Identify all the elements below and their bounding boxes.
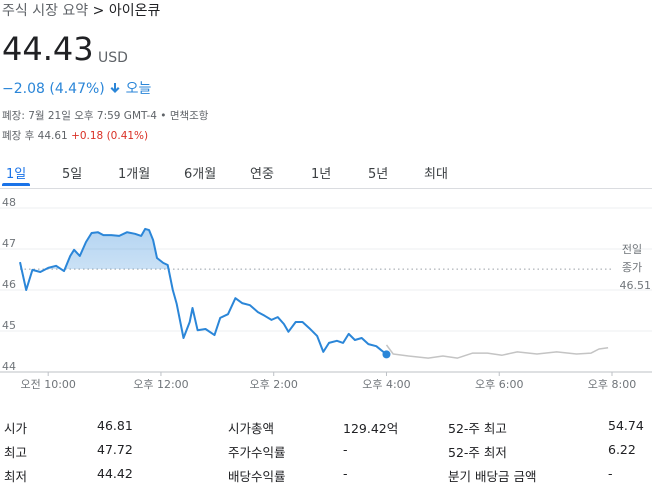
- stat-value: 44.42: [97, 466, 133, 481]
- stat-label: 배당수익률: [228, 469, 286, 484]
- last-point: [382, 350, 391, 359]
- area: [20, 228, 387, 270]
- range-tab[interactable]: 1일: [6, 167, 27, 182]
- stat-value: 54.74: [608, 418, 644, 433]
- y-tick-label: 48: [2, 196, 16, 209]
- prev-close-value: 46.51: [620, 279, 652, 292]
- stat-label: 최저: [4, 469, 28, 484]
- x-tick-label: 오후 6:00: [475, 378, 523, 391]
- range-tab[interactable]: 연중: [250, 167, 274, 182]
- y-tick-label: 44: [2, 360, 16, 373]
- stat-value: -: [343, 442, 348, 457]
- x-tick-label: 오전 10:00: [20, 378, 75, 391]
- range-tabs: 1일 5일 1개월 6개월 연중 1년 5년 최대: [0, 160, 652, 189]
- stat-label: 52-주 최고: [448, 421, 507, 436]
- bullet: •: [160, 110, 167, 122]
- stat-value: -: [608, 466, 613, 481]
- y-tick-label: 47: [2, 237, 16, 250]
- stat-label: 52-주 최저: [448, 445, 507, 460]
- after-hours: 폐장 후 44.61 +0.18 (0.41%): [2, 128, 148, 143]
- stat-label: 시가총액: [228, 421, 275, 436]
- down-arrow: [110, 83, 120, 93]
- range-tab[interactable]: 1년: [311, 167, 332, 182]
- range-tab[interactable]: 5일: [62, 167, 83, 182]
- after-hours-change: +0.18 (0.41%): [71, 130, 149, 142]
- stat-label: 주가수익률: [228, 445, 286, 460]
- close-time: 폐장: 7월 21일 오후 7:59 GMT-4: [2, 110, 157, 122]
- range-tab[interactable]: 최대: [424, 167, 448, 182]
- close-note: 폐장: 7월 21일 오후 7:59 GMT-4 • 면책조항: [2, 108, 208, 123]
- disclaimer-link[interactable]: 면책조항: [169, 110, 209, 122]
- stat-value: -: [343, 466, 348, 481]
- stats-table: 시가 46.81 시가총액 129.42억 52-주 최고 54.74 최고 47.72 주가수…: [0, 414, 652, 486]
- prev-close-label: 종가: [622, 261, 642, 274]
- stats-row: 최저 44.42 배당수익률 - 분기 배당금 금액 -: [0, 462, 652, 486]
- tab-underline: [2, 183, 30, 186]
- x-tick-label: 오후 12:00: [133, 378, 188, 391]
- y-tick-label: 45: [2, 319, 16, 332]
- breadcrumb-link[interactable]: 주식 시장 요약: [2, 3, 89, 19]
- range-tab[interactable]: 1개월: [118, 167, 151, 182]
- breadcrumb-current: 아이온큐: [108, 3, 161, 19]
- chart: 44 45 46 47 48 오전 10:00 오후 12:00 오후 2:00 오후 4:00…: [0, 196, 652, 391]
- price: 44.43: [2, 30, 94, 68]
- stat-value: 46.81: [97, 418, 133, 433]
- change: −2.08 (4.47%) 오늘: [2, 78, 151, 98]
- stat-label: 분기 배당금 금액: [448, 469, 537, 484]
- change-value: −2.08 (4.47%): [2, 81, 105, 97]
- stat-value: 6.22: [608, 442, 636, 457]
- stat-label: 최고: [4, 445, 28, 460]
- x-tick-label: 오후 4:00: [362, 378, 410, 391]
- stats-row: 최고 47.72 주가수익률 - 52-주 최저 6.22: [0, 438, 652, 462]
- y-tick-label: 46: [2, 278, 16, 291]
- price-line: [385, 344, 609, 359]
- currency: USD: [98, 50, 128, 66]
- change-period: 오늘: [125, 81, 152, 97]
- range-tab[interactable]: 5년: [368, 167, 389, 182]
- stat-label: 시가: [4, 421, 28, 436]
- after-hours-label: 폐장 후 44.61: [2, 130, 68, 142]
- price-line: [19, 227, 388, 356]
- stat-value: 47.72: [97, 442, 133, 457]
- breadcrumb: 주식 시장 요약 > 아이온큐: [2, 0, 160, 20]
- stats-row: 시가 46.81 시가총액 129.42억 52-주 최고 54.74: [0, 414, 652, 438]
- range-tab[interactable]: 6개월: [184, 167, 217, 182]
- x-tick-label: 오후 2:00: [249, 378, 297, 391]
- breadcrumb-separator: >: [92, 3, 105, 19]
- stat-value: 129.42억: [343, 421, 399, 436]
- x-tick-label: 오후 8:00: [588, 378, 636, 391]
- prev-close-label: 전일: [622, 242, 642, 256]
